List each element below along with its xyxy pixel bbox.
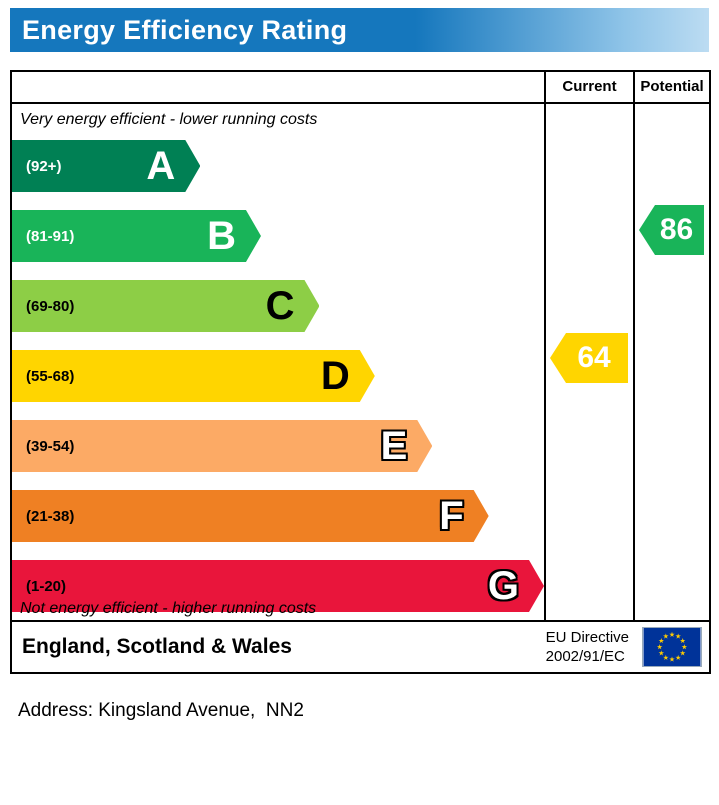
band-f-range: (21-38) [26,507,75,525]
footer-bar: England, Scotland & Wales EU Directive 2… [10,620,711,674]
top-note: Very energy efficient - lower running co… [20,111,318,128]
potential-rating-value: 86 [659,213,694,246]
band-g-letter: G [487,564,519,608]
band-c-range: (69-80) [26,297,75,315]
band-g-range: (1-20) [26,577,67,595]
band-e-letter: E [380,424,408,468]
header-spacer [12,72,544,104]
band-e: (39-54) E [12,420,432,472]
band-row-g: (1-20) G [12,560,544,624]
band-e-range: (39-54) [26,437,75,455]
potential-column: 86 [633,104,709,624]
eu-directive-line2: 2002/91/EC [545,648,625,665]
band-c: (69-80) C [12,280,319,332]
column-header-potential: Potential [633,72,709,104]
title-bar: Energy Efficiency Rating [10,8,709,52]
column-header-current: Current [544,72,633,104]
band-d-letter: D [320,354,350,398]
band-c-letter: C [265,284,295,328]
band-row-b: (81-91) B [12,210,544,274]
band-b: (81-91) B [12,210,261,262]
energy-efficiency-chart: Current Potential Very energy efficient … [10,70,711,624]
region-label: England, Scotland & Wales [22,635,292,658]
band-g: (1-20) G [12,560,544,612]
address-line: Address: Kingsland Avenue, NN2 [18,700,304,721]
band-row-e: (39-54) E [12,420,544,484]
eu-flag-icon [642,627,702,667]
band-a-range: (92+) [26,157,62,175]
band-row-c: (69-80) C [12,280,544,344]
band-a: (92+) A [12,140,200,192]
band-b-range: (81-91) [26,227,75,245]
eu-directive-line1: EU Directive [545,628,629,646]
eu-directive-label: EU Directive 2002/91/EC [546,628,629,667]
current-column: 64 [544,104,633,624]
page-title: Energy Efficiency Rating [22,14,348,45]
band-row-a: (92+) A [12,140,544,204]
current-rating-marker: 64 [550,333,628,383]
band-row-d: (55-68) D [12,350,544,414]
bands-area: Very energy efficient - lower running co… [12,104,544,624]
band-b-letter: B [207,214,236,258]
band-f-letter: F [439,494,464,538]
band-row-f: (21-38) F [12,490,544,554]
current-rating-value: 64 [577,341,611,374]
band-f: (21-38) F [12,490,489,542]
band-d-range: (55-68) [26,367,75,385]
band-a-letter: A [146,144,176,188]
potential-rating-marker: 86 [639,205,704,255]
bottom-note: Not energy efficient - higher running co… [20,600,317,617]
band-d: (55-68) D [12,350,375,402]
